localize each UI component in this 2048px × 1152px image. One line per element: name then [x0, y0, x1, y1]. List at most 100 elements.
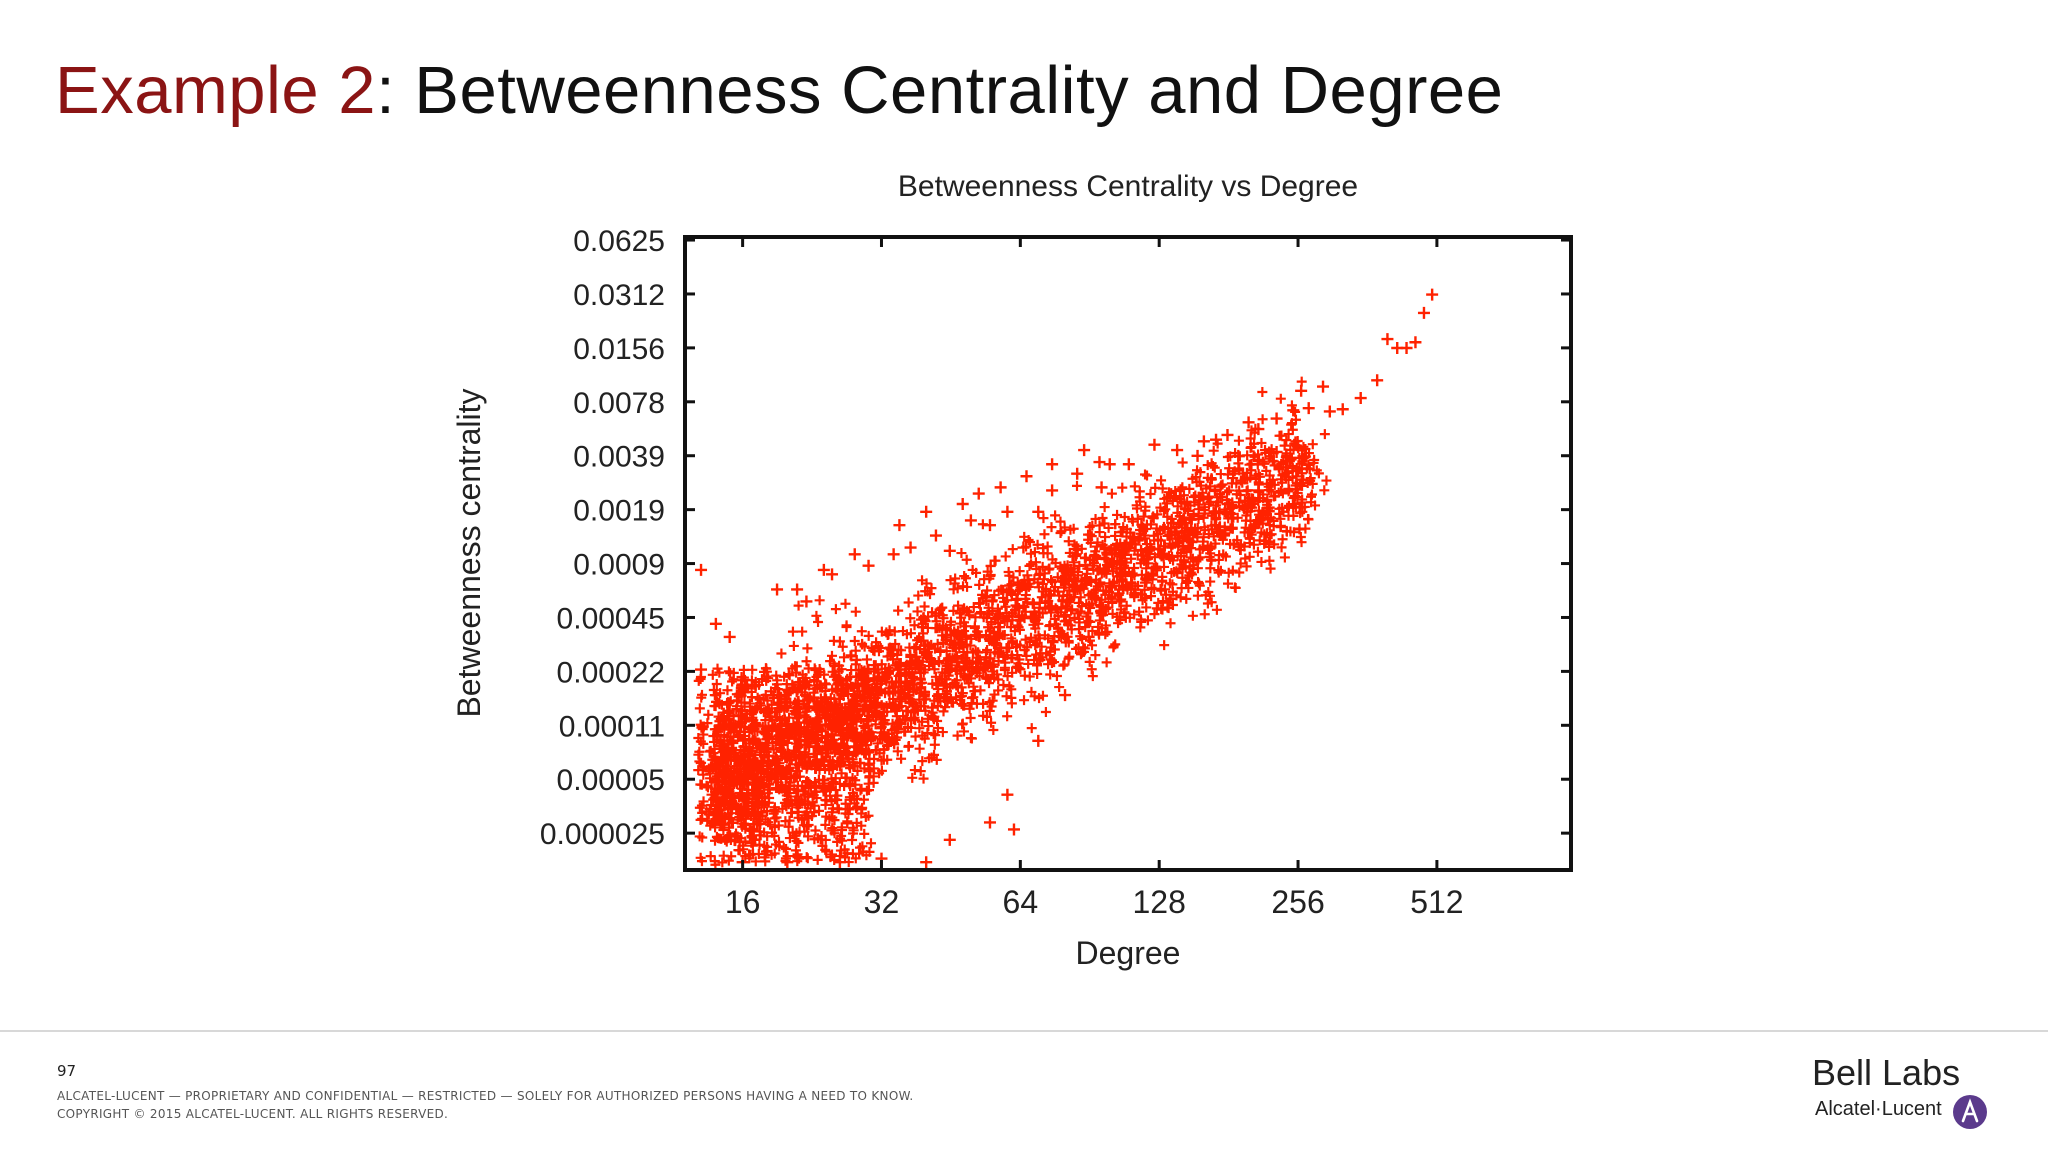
data-point	[1150, 482, 1161, 493]
data-point	[815, 693, 826, 704]
data-point	[945, 575, 956, 586]
data-point	[698, 796, 709, 807]
data-point	[697, 832, 708, 843]
data-point	[1017, 541, 1030, 554]
data-point	[1281, 435, 1292, 446]
data-point	[1038, 513, 1049, 524]
data-point	[896, 753, 907, 764]
data-point	[1121, 544, 1132, 555]
data-point	[750, 681, 761, 692]
data-point	[804, 758, 815, 769]
data-point	[811, 754, 822, 765]
data-point	[711, 678, 722, 689]
data-point	[856, 626, 867, 637]
data-point	[1024, 560, 1035, 571]
data-point	[768, 744, 779, 755]
data-point	[1140, 547, 1151, 558]
data-point	[742, 681, 753, 692]
data-point	[714, 833, 725, 844]
data-point	[949, 637, 960, 648]
data-point	[789, 733, 800, 744]
data-point	[757, 811, 768, 822]
data-point	[1276, 430, 1287, 441]
data-point	[855, 785, 866, 796]
data-point	[988, 638, 999, 649]
data-point	[1183, 582, 1194, 593]
data-point	[1276, 542, 1287, 553]
data-point	[1141, 563, 1152, 574]
data-point	[964, 669, 975, 680]
data-point	[1129, 563, 1140, 574]
data-point	[828, 658, 839, 669]
data-point	[1270, 491, 1281, 502]
data-point	[928, 729, 939, 740]
data-point	[1059, 582, 1070, 593]
data-point	[734, 763, 745, 774]
data-point	[862, 559, 875, 572]
data-point	[1140, 469, 1151, 480]
data-point	[1037, 652, 1048, 663]
data-point	[769, 755, 780, 766]
data-point	[696, 856, 707, 867]
data-point	[815, 834, 826, 845]
data-point	[935, 646, 946, 657]
data-point	[1297, 445, 1308, 456]
data-point	[1170, 486, 1181, 497]
data-point	[1151, 523, 1162, 534]
data-point	[920, 856, 933, 869]
data-point	[733, 730, 744, 741]
data-point	[848, 760, 859, 771]
data-point	[832, 836, 843, 847]
data-point	[1319, 485, 1330, 496]
data-point	[957, 719, 968, 730]
data-point	[809, 701, 820, 712]
data-point	[1303, 514, 1314, 525]
data-point	[1244, 551, 1255, 562]
data-point	[799, 710, 810, 721]
data-point	[1084, 656, 1095, 667]
data-point	[1000, 551, 1011, 562]
data-point	[710, 822, 721, 833]
x-tick-label: 128	[1132, 884, 1185, 920]
data-point	[825, 782, 836, 793]
data-point	[817, 748, 828, 759]
data-point	[1165, 553, 1176, 564]
data-point	[1177, 572, 1188, 583]
data-point	[857, 841, 868, 852]
data-point	[736, 706, 747, 717]
data-point	[954, 631, 965, 642]
data-point	[964, 610, 975, 621]
data-point	[810, 825, 821, 836]
data-point	[1252, 423, 1265, 436]
data-point	[1030, 640, 1041, 651]
data-point	[1045, 642, 1056, 653]
data-point	[705, 761, 716, 772]
data-point	[1244, 524, 1255, 535]
data-point	[1174, 511, 1185, 522]
data-point	[817, 563, 830, 576]
data-point	[816, 702, 827, 713]
data-point	[1129, 592, 1140, 603]
data-point	[921, 578, 932, 589]
data-point	[1149, 609, 1160, 620]
data-point	[1257, 414, 1268, 425]
data-point	[803, 724, 814, 735]
data-point	[1211, 500, 1222, 511]
data-point	[726, 808, 737, 819]
data-point	[834, 636, 845, 647]
y-tick-label: 0.0156	[573, 333, 665, 366]
data-point	[848, 548, 861, 561]
data-point	[979, 574, 990, 585]
data-point	[1034, 633, 1045, 644]
data-point	[1021, 650, 1032, 661]
data-point	[914, 723, 925, 734]
data-point	[1199, 505, 1210, 516]
data-point	[784, 780, 795, 791]
data-point	[1108, 641, 1119, 652]
data-point	[1057, 576, 1068, 587]
data-point	[895, 676, 906, 687]
data-point	[896, 692, 907, 703]
data-point	[848, 682, 859, 693]
data-point	[979, 659, 990, 670]
data-point	[895, 694, 906, 705]
